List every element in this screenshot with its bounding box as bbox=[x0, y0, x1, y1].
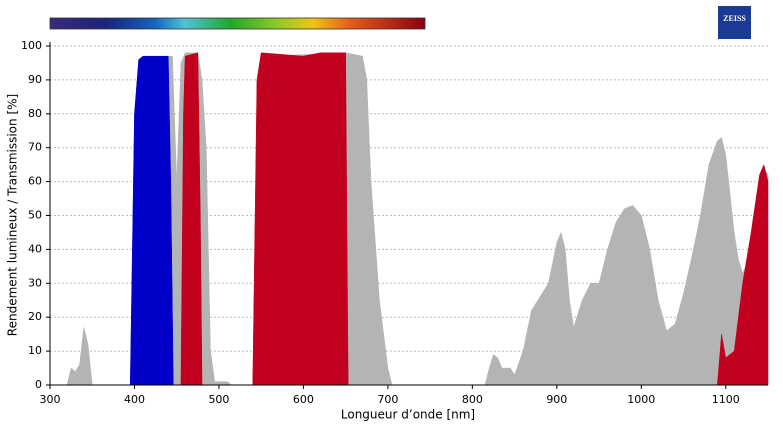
y-tick-label: 30 bbox=[28, 276, 42, 289]
y-tick-label: 40 bbox=[28, 242, 42, 255]
plot-area bbox=[50, 45, 769, 386]
area bbox=[252, 52, 349, 386]
y-tick-label: 60 bbox=[28, 175, 42, 188]
y-tick-label: 80 bbox=[28, 107, 42, 120]
logo: ZEISS bbox=[723, 14, 746, 23]
area bbox=[717, 163, 769, 386]
x-tick-label: 1000 bbox=[627, 393, 655, 406]
x-tick-label: 400 bbox=[124, 393, 145, 406]
y-tick-label: 90 bbox=[28, 73, 42, 86]
area bbox=[50, 52, 769, 386]
y-tick-label: 20 bbox=[28, 310, 42, 323]
x-tick-label: 900 bbox=[546, 393, 567, 406]
x-tick-label: 1100 bbox=[712, 393, 740, 406]
x-axis-label: Longueur d’onde [nm] bbox=[341, 408, 475, 422]
x-tick-label: 300 bbox=[40, 393, 61, 406]
y-tick-label: 50 bbox=[28, 209, 42, 222]
y-axis-label: Rendement lumineux / Transmission [%] bbox=[6, 94, 20, 336]
x-tick-label: 600 bbox=[293, 393, 314, 406]
y-tick-label: 100 bbox=[21, 39, 42, 52]
logo-box bbox=[718, 6, 751, 39]
spectrum-bar bbox=[49, 17, 426, 30]
x-tick-label: 500 bbox=[208, 393, 229, 406]
y-tick-label: 0 bbox=[35, 378, 42, 391]
y-tick-label: 70 bbox=[28, 141, 42, 154]
x-tick-label: 700 bbox=[377, 393, 398, 406]
x-tick-label: 800 bbox=[462, 393, 483, 406]
area bbox=[129, 55, 174, 386]
y-tick-label: 10 bbox=[28, 344, 42, 357]
